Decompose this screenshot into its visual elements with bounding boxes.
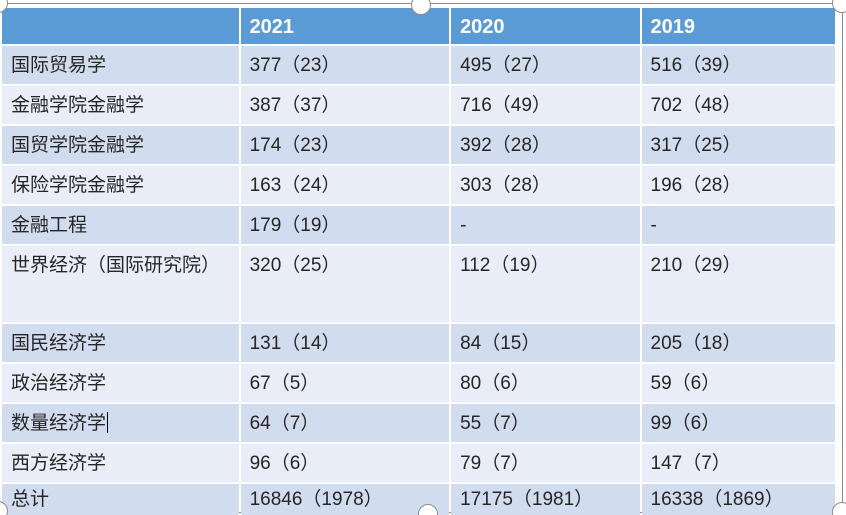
table-row: 数量经济学 64（7） 55（7） 99（6）	[2, 404, 835, 442]
row-label-text: 总计	[11, 489, 50, 510]
value-cell[interactable]: 495（27）	[451, 46, 640, 84]
row-label-text: 国民经济学	[11, 333, 107, 354]
value-cell[interactable]: 17175（1981）	[451, 484, 640, 515]
table-row: 总计 16846（1978） 17175（1981） 16338（1869）	[2, 484, 835, 515]
row-label-text: 世界经济（国际研究院）	[11, 255, 221, 276]
row-label-cell[interactable]: 数量经济学	[2, 404, 239, 442]
column-header-2020[interactable]: 2020	[451, 8, 640, 44]
value-cell[interactable]: 99（6）	[641, 404, 835, 442]
row-label-cell[interactable]: 国际贸易学	[2, 46, 239, 84]
value-cell[interactable]: 55（7）	[451, 404, 640, 442]
table-row: 西方经济学 96（6） 79（7） 147（7）	[2, 444, 835, 482]
value-cell[interactable]: 205（18）	[641, 324, 835, 362]
value-cell[interactable]: 112（19）	[451, 246, 640, 322]
value-cell[interactable]: 16846（1978）	[240, 484, 450, 515]
value-cell[interactable]: 716（49）	[451, 86, 640, 124]
table-row: 金融学院金融学 387（37） 716（49） 702（48）	[2, 86, 835, 124]
resize-handle-bottom-right[interactable]	[832, 502, 846, 515]
corner-header-cell[interactable]	[2, 8, 239, 44]
column-header-2021[interactable]: 2021	[240, 8, 450, 44]
value-cell[interactable]: 174（23）	[240, 126, 450, 164]
row-label-text: 数量经济学	[11, 413, 107, 434]
row-label-cell[interactable]: 政治经济学	[2, 364, 239, 402]
row-label-text: 保险学院金融学	[11, 175, 145, 196]
value-cell[interactable]: 320（25）	[240, 246, 450, 322]
value-cell[interactable]: 179（19）	[240, 206, 450, 244]
table-row: 国民经济学 131（14） 84（15） 205（18）	[2, 324, 835, 362]
row-label-text: 西方经济学	[11, 453, 107, 474]
value-cell[interactable]: 196（28）	[641, 166, 835, 204]
value-cell[interactable]: 387（37）	[240, 86, 450, 124]
value-cell[interactable]: 210（29）	[641, 246, 835, 322]
value-cell[interactable]: -	[641, 206, 835, 244]
value-cell[interactable]: 16338（1869）	[641, 484, 835, 515]
resize-handle-top-center[interactable]	[411, 0, 431, 15]
value-cell[interactable]: 516（39）	[641, 46, 835, 84]
table-row: 世界经济（国际研究院） 320（25） 112（19） 210（29）	[2, 246, 835, 322]
row-label-text: 金融学院金融学	[11, 95, 145, 116]
value-cell[interactable]: 59（6）	[641, 364, 835, 402]
resize-handle-top-right[interactable]	[832, 0, 846, 13]
row-label-text: 国际贸易学	[11, 55, 107, 76]
value-cell[interactable]: 163（24）	[240, 166, 450, 204]
value-cell[interactable]: 392（28）	[451, 126, 640, 164]
table-row: 国际贸易学 377（23） 495（27） 516（39）	[2, 46, 835, 84]
value-cell[interactable]: 702（48）	[641, 86, 835, 124]
row-label-cell[interactable]: 金融学院金融学	[2, 86, 239, 124]
value-cell[interactable]: 84（15）	[451, 324, 640, 362]
table-row: 保险学院金融学 163（24） 303（28） 196（28）	[2, 166, 835, 204]
value-cell[interactable]: 79（7）	[451, 444, 640, 482]
text-cursor	[107, 412, 109, 433]
table-row: 政治经济学 67（5） 80（6） 59（6）	[2, 364, 835, 402]
row-label-text: 国贸学院金融学	[11, 135, 145, 156]
row-label-cell[interactable]: 金融工程	[2, 206, 239, 244]
row-label-cell[interactable]: 西方经济学	[2, 444, 239, 482]
value-cell[interactable]: 317（25）	[641, 126, 835, 164]
row-label-text: 金融工程	[11, 215, 88, 236]
table-row: 国贸学院金融学 174（23） 392（28） 317（25）	[2, 126, 835, 164]
column-header-2019[interactable]: 2019	[641, 8, 835, 44]
value-cell[interactable]: 96（6）	[240, 444, 450, 482]
table-row: 金融工程 179（19） - -	[2, 206, 835, 244]
value-cell[interactable]: 80（6）	[451, 364, 640, 402]
value-cell[interactable]: 131（14）	[240, 324, 450, 362]
row-label-cell[interactable]: 国贸学院金融学	[2, 126, 239, 164]
row-label-text: 政治经济学	[11, 373, 107, 394]
value-cell[interactable]: -	[451, 206, 640, 244]
row-label-cell[interactable]: 世界经济（国际研究院）	[2, 246, 239, 322]
value-cell[interactable]: 64（7）	[240, 404, 450, 442]
value-cell[interactable]: 303（28）	[451, 166, 640, 204]
value-cell[interactable]: 147（7）	[641, 444, 835, 482]
table-body: 国际贸易学 377（23） 495（27） 516（39） 金融学院金融学 387（37）…	[2, 46, 835, 515]
value-cell[interactable]: 377（23）	[240, 46, 450, 84]
value-cell[interactable]: 67（5）	[240, 364, 450, 402]
row-label-cell[interactable]: 国民经济学	[2, 324, 239, 362]
header-row: 2021 2020 2019	[2, 8, 835, 44]
row-label-cell[interactable]: 保险学院金融学	[2, 166, 239, 204]
row-label-cell[interactable]: 总计	[2, 484, 239, 515]
data-table: 2021 2020 2019 国际贸易学 377（23） 495（27） 516（39）金…	[0, 6, 837, 515]
